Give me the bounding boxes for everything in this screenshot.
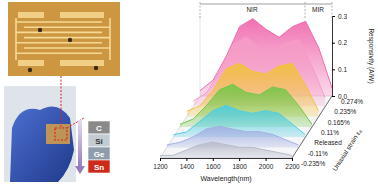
x-tick-label: 1200: [153, 163, 168, 170]
y-tick: 0.1: [332, 66, 347, 73]
x-tick-label: 1400: [180, 163, 195, 170]
element-box: [88, 134, 110, 147]
x-tick-label: 2200: [285, 163, 300, 170]
series: [167, 126, 299, 147]
dot: [68, 38, 72, 42]
y-tick: 0.3: [332, 13, 347, 20]
y-axis: 0.0 0.1 0.2 0.3: [332, 13, 347, 100]
x-tick-mark: [160, 158, 161, 161]
x-tick: 2200: [285, 158, 300, 170]
element-box: [88, 147, 110, 160]
y-axis-title: Responsivity (A/W): [367, 28, 375, 83]
electrode: [16, 21, 102, 23]
x-axis: 1200 1400 1600 1800 2000 2200: [153, 158, 300, 170]
electrode: [109, 18, 111, 60]
z-axis-title: Uniaxial strain εₐ: [331, 127, 363, 172]
series: [160, 142, 292, 158]
series-label: -0.11%: [308, 150, 328, 157]
x-tick-mark: [292, 158, 293, 161]
x-tick: 1200: [153, 158, 168, 170]
electrode: [24, 26, 110, 28]
trend-arrow: [75, 120, 85, 174]
x-tick: 2000: [259, 158, 274, 170]
pad: [18, 12, 44, 18]
y-tick-label: 0.1: [338, 66, 347, 73]
x-tick-label: 1600: [206, 163, 221, 170]
zoom-line: [61, 76, 62, 128]
electrode: [16, 32, 102, 34]
electrode: [16, 42, 102, 44]
pad: [60, 60, 104, 66]
y-tick-label: 0.3: [338, 13, 347, 20]
x-axis-line: [161, 159, 293, 162]
chip: [8, 2, 120, 76]
element-label: Sn: [94, 163, 104, 172]
pad: [60, 12, 104, 18]
y-tick: 0.2: [332, 39, 347, 46]
bracket-divider: [305, 2, 306, 18]
y-tick-mark: [332, 16, 335, 17]
element-label: Si: [95, 137, 103, 146]
element-box: [88, 121, 110, 134]
flexible-device: [46, 124, 70, 144]
area: [160, 142, 292, 158]
electrode: [24, 37, 110, 39]
y-tick-label: 0.2: [338, 39, 347, 46]
x-tick: 1400: [180, 158, 195, 170]
y-tick-mark: [332, 43, 335, 44]
band-bracket: [200, 2, 332, 18]
y-tick-label: 0.0: [338, 93, 347, 100]
zoom-box: [55, 128, 67, 140]
area: [167, 126, 299, 147]
x-tick-mark: [186, 158, 187, 161]
x-tick: 1800: [232, 158, 247, 170]
x-tick: 1600: [206, 158, 221, 170]
y-tick-mark: [332, 96, 335, 97]
series-label: -0.235%: [301, 160, 325, 167]
series-label: Released: [314, 139, 342, 146]
glove: [10, 106, 74, 182]
bracket-divider: [332, 2, 333, 18]
x-tick-mark: [239, 158, 240, 161]
hand-photo: [4, 86, 76, 182]
bracket-divider: [200, 2, 201, 18]
series-label: 0.165%: [328, 119, 350, 126]
electrode: [16, 52, 102, 54]
figure: CSiGeSn0.274%0.235%0.165%0.11%Released-0…: [0, 0, 378, 184]
pad: [18, 60, 44, 66]
x-tick-mark: [213, 158, 214, 161]
band-label: NIR: [246, 6, 258, 13]
y-tick-mark: [332, 69, 335, 70]
series-clip: [167, 126, 299, 147]
line: [167, 126, 299, 145]
photo-bg: [4, 86, 76, 182]
chip-shade: [8, 2, 120, 76]
series-label: 0.11%: [321, 129, 339, 136]
element-label: C: [96, 124, 102, 133]
device-photo: [8, 2, 120, 76]
x-tick-mark: [266, 158, 267, 161]
bracket-line: [200, 4, 332, 5]
series-label: 0.235%: [334, 108, 356, 115]
element-label: Ge: [94, 150, 105, 159]
y-axis-line: [333, 17, 336, 97]
band-label: MIR: [312, 6, 324, 13]
dot: [38, 28, 42, 32]
x-tick-label: 1800: [232, 163, 247, 170]
back-edge: [200, 16, 201, 96]
series-layer: [160, 19, 332, 158]
line: [160, 142, 292, 155]
dot: [28, 68, 32, 72]
dot: [94, 66, 98, 70]
electrode: [15, 18, 17, 60]
series-clip: [160, 142, 292, 158]
element-box: [88, 160, 110, 173]
electrode: [24, 47, 110, 49]
x-tick-label: 2000: [259, 163, 274, 170]
y-tick: 0.0: [332, 93, 347, 100]
x-axis-title: Wavelength(nm): [200, 175, 251, 183]
